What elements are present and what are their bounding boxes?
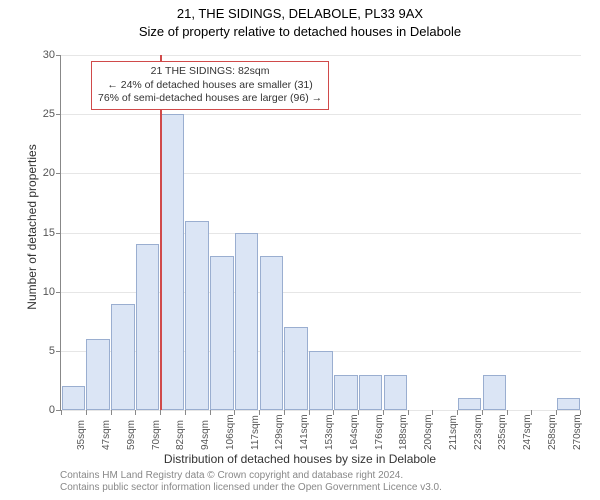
chart-container: 21, THE SIDINGS, DELABOLE, PL33 9AX Size… [0, 0, 600, 500]
x-tick-label: 70sqm [151, 420, 162, 450]
histogram-bar [359, 375, 383, 411]
y-tick-mark [56, 173, 61, 174]
grid-line [61, 114, 581, 115]
info-box-line: 21 THE SIDINGS: 82sqm [98, 65, 322, 79]
x-tick-mark [531, 410, 532, 415]
info-box-line: ← 24% of detached houses are smaller (31… [98, 79, 322, 93]
histogram-bar [136, 244, 160, 410]
grid-line [61, 233, 581, 234]
x-tick-label: 258sqm [547, 414, 558, 450]
x-tick-label: 82sqm [175, 420, 186, 450]
footer-line2: Contains public sector information licen… [60, 482, 442, 494]
x-tick-mark [61, 410, 62, 415]
x-tick-label: 164sqm [349, 414, 360, 450]
histogram-bar [260, 256, 284, 410]
grid-line [61, 55, 581, 56]
grid-line [61, 173, 581, 174]
x-tick-mark [259, 410, 260, 415]
y-tick-label: 25 [43, 108, 55, 120]
x-tick-mark [284, 410, 285, 415]
x-tick-mark [358, 410, 359, 415]
x-tick-mark [111, 410, 112, 415]
grid-line [61, 410, 581, 411]
y-tick-mark [56, 351, 61, 352]
x-tick-mark [580, 410, 581, 415]
info-box-line: 76% of semi-detached houses are larger (… [98, 92, 322, 106]
x-tick-mark [86, 410, 87, 415]
x-tick-mark [210, 410, 211, 415]
chart-area: 05101520253035sqm47sqm59sqm70sqm82sqm94s… [60, 55, 580, 410]
x-tick-label: 188sqm [398, 414, 409, 450]
x-tick-label: 235sqm [497, 414, 508, 450]
histogram-bar [284, 327, 308, 410]
y-tick-label: 15 [43, 227, 55, 239]
footer-line1: Contains HM Land Registry data © Crown c… [60, 470, 442, 482]
x-tick-label: 176sqm [374, 414, 385, 450]
y-tick-label: 20 [43, 167, 55, 179]
page-title: 21, THE SIDINGS, DELABOLE, PL33 9AX [0, 6, 600, 21]
x-tick-mark [507, 410, 508, 415]
x-tick-mark [234, 410, 235, 415]
histogram-bar [62, 386, 86, 410]
histogram-bar [210, 256, 234, 410]
x-tick-mark [333, 410, 334, 415]
x-tick-label: 35sqm [76, 420, 87, 450]
x-axis-label: Distribution of detached houses by size … [0, 452, 600, 466]
x-tick-label: 270sqm [572, 414, 583, 450]
x-tick-label: 106sqm [225, 414, 236, 450]
y-tick-label: 0 [49, 404, 55, 416]
x-tick-label: 211sqm [448, 415, 459, 450]
x-tick-mark [408, 410, 409, 415]
histogram-bar [309, 351, 333, 410]
histogram-bar [111, 304, 135, 411]
x-tick-label: 117sqm [250, 415, 261, 450]
y-axis-label: Number of detached properties [25, 127, 39, 327]
histogram-bar [334, 375, 358, 411]
plot-region: 05101520253035sqm47sqm59sqm70sqm82sqm94s… [60, 55, 581, 411]
histogram-bar [161, 114, 185, 410]
histogram-bar [86, 339, 110, 410]
x-tick-label: 200sqm [423, 414, 434, 450]
info-box: 21 THE SIDINGS: 82sqm← 24% of detached h… [91, 61, 329, 110]
x-tick-label: 129sqm [274, 414, 285, 450]
y-tick-label: 30 [43, 49, 55, 61]
histogram-bar [235, 233, 259, 411]
y-tick-mark [56, 292, 61, 293]
histogram-bar [185, 221, 209, 410]
x-tick-mark [185, 410, 186, 415]
x-tick-label: 94sqm [200, 420, 211, 450]
x-tick-label: 153sqm [324, 414, 335, 450]
x-tick-mark [556, 410, 557, 415]
y-tick-label: 10 [43, 286, 55, 298]
histogram-bar [483, 375, 507, 411]
x-tick-mark [309, 410, 310, 415]
x-tick-mark [482, 410, 483, 415]
y-tick-mark [56, 114, 61, 115]
x-tick-label: 141sqm [299, 414, 310, 450]
histogram-bar [557, 398, 581, 410]
footer-text: Contains HM Land Registry data © Crown c… [60, 470, 442, 494]
histogram-bar [384, 375, 408, 411]
x-tick-label: 47sqm [101, 420, 112, 450]
x-tick-mark [457, 410, 458, 415]
y-tick-label: 5 [49, 345, 55, 357]
x-tick-label: 223sqm [473, 414, 484, 450]
y-tick-mark [56, 55, 61, 56]
x-tick-mark [432, 410, 433, 415]
y-tick-mark [56, 233, 61, 234]
x-tick-label: 59sqm [126, 420, 137, 450]
page-subtitle: Size of property relative to detached ho… [0, 24, 600, 39]
x-tick-mark [383, 410, 384, 415]
x-tick-mark [160, 410, 161, 415]
x-tick-label: 247sqm [522, 414, 533, 450]
histogram-bar [458, 398, 482, 410]
x-tick-mark [135, 410, 136, 415]
